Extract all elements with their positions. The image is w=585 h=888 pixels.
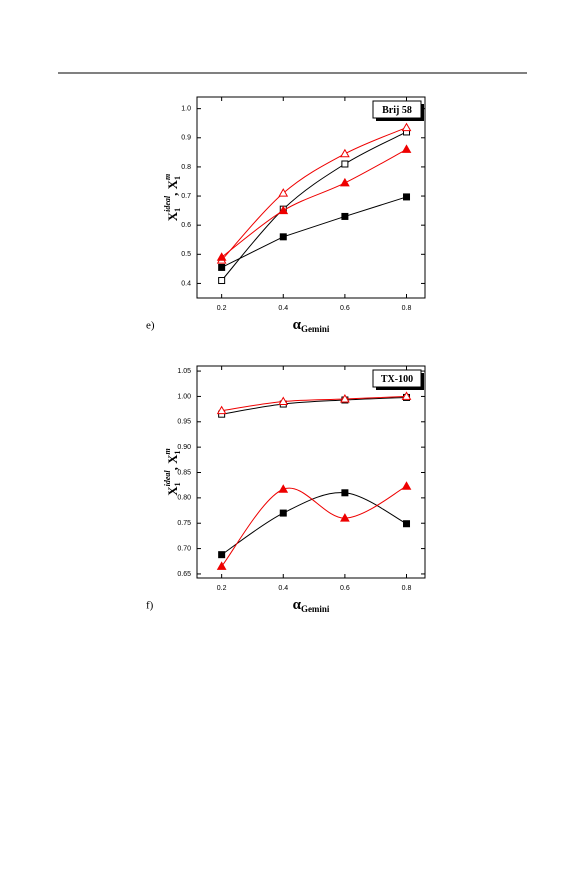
y-axis-label: X1ideal, X1m <box>163 448 182 496</box>
y-tick-label: 1.00 <box>177 393 191 400</box>
y-tick-label: 1.0 <box>181 105 191 112</box>
y-label-part: , X <box>165 179 180 196</box>
x-label-part: α <box>293 597 302 613</box>
plot-frame <box>196 96 426 299</box>
y-label-part: m <box>163 448 172 454</box>
y-tick-label: 0.70 <box>177 545 191 552</box>
series-line <box>221 485 407 567</box>
y-tick-label: 0.6 <box>181 222 191 229</box>
y-label-part: 1 <box>173 450 182 454</box>
x-tick-label: 0.6 <box>340 305 350 312</box>
y-tick-label: 0.65 <box>177 571 191 578</box>
x-axis-label: αGemini <box>293 317 330 334</box>
marker-triangle <box>340 148 350 158</box>
marker-square <box>403 193 411 201</box>
marker-triangle <box>278 484 289 493</box>
marker-square <box>341 489 349 497</box>
marker-triangle <box>216 405 227 415</box>
y-tick-label: 0.90 <box>177 444 191 451</box>
y-tick-label: 0.9 <box>181 135 191 142</box>
y-tick-label: 0.85 <box>177 469 191 476</box>
y-tick-label: 0.8 <box>181 164 191 171</box>
marker-triangle <box>340 513 350 522</box>
x-tick-label: 0.4 <box>278 305 288 312</box>
marker-triangle <box>401 144 412 153</box>
x-tick-label: 0.6 <box>340 585 350 592</box>
panel-label: f) <box>146 600 154 612</box>
series-line <box>221 396 407 415</box>
x-label-part: Gemini <box>301 324 330 334</box>
x-label-part: Gemini <box>301 604 330 614</box>
y-label-part: ideal <box>163 470 172 487</box>
x-axis-label: αGemini <box>293 597 330 614</box>
series-line <box>221 492 407 556</box>
y-tick-label: 0.80 <box>177 495 191 502</box>
y-label-part: , X <box>165 454 180 471</box>
y-tick-label: 0.7 <box>181 193 191 200</box>
marker-square <box>218 551 226 559</box>
marker-square <box>279 233 287 241</box>
series-line <box>221 196 407 268</box>
marker-square <box>218 263 226 271</box>
x-label-part: α <box>293 317 302 333</box>
marker-square <box>403 520 411 528</box>
marker-triangle <box>278 188 289 197</box>
y-tick-label: 0.4 <box>181 280 191 287</box>
y-tick-label: 0.5 <box>181 251 191 258</box>
y-label-part: ideal <box>163 195 172 212</box>
marker-triangle <box>278 205 289 215</box>
series-line <box>221 127 407 261</box>
marker-triangle <box>401 391 412 400</box>
marker-square <box>341 212 349 220</box>
marker-triangle <box>278 396 289 406</box>
marker-triangle <box>216 561 227 570</box>
x-tick-label: 0.8 <box>402 585 412 592</box>
y-tick-label: 0.95 <box>177 419 191 426</box>
y-tick-label: 0.75 <box>177 520 191 527</box>
y-label-part: X <box>165 211 180 221</box>
x-tick-label: 0.2 <box>217 305 227 312</box>
marker-triangle <box>401 481 412 490</box>
x-tick-label: 0.4 <box>278 585 288 592</box>
marker-triangle <box>340 177 350 187</box>
y-label-part: 1 <box>173 482 182 486</box>
x-tick-label: 0.2 <box>217 585 227 592</box>
marker-triangle <box>401 122 412 132</box>
series-line <box>221 131 407 281</box>
series-line <box>221 148 407 258</box>
panel-label: e) <box>146 320 155 332</box>
marker-triangle <box>216 252 227 261</box>
series-line <box>221 395 407 412</box>
y-label-part: m <box>163 174 172 180</box>
y-tick-label: 1.05 <box>177 368 191 375</box>
legend-label: Brij 58 <box>382 105 412 116</box>
marker-square <box>279 509 287 517</box>
y-label-part: 1 <box>173 176 182 180</box>
x-tick-label: 0.8 <box>402 305 412 312</box>
legend-box <box>372 100 422 119</box>
marker-triangle <box>340 393 350 403</box>
legend-label: TX-100 <box>381 374 413 385</box>
legend-box <box>372 369 422 388</box>
y-label-part: 1 <box>173 208 182 212</box>
marker-square <box>341 160 349 168</box>
y-axis-label: X1ideal, X1m <box>163 174 182 222</box>
y-label-part: X <box>165 486 180 496</box>
marker-square <box>218 277 226 285</box>
plot-frame <box>196 365 426 579</box>
